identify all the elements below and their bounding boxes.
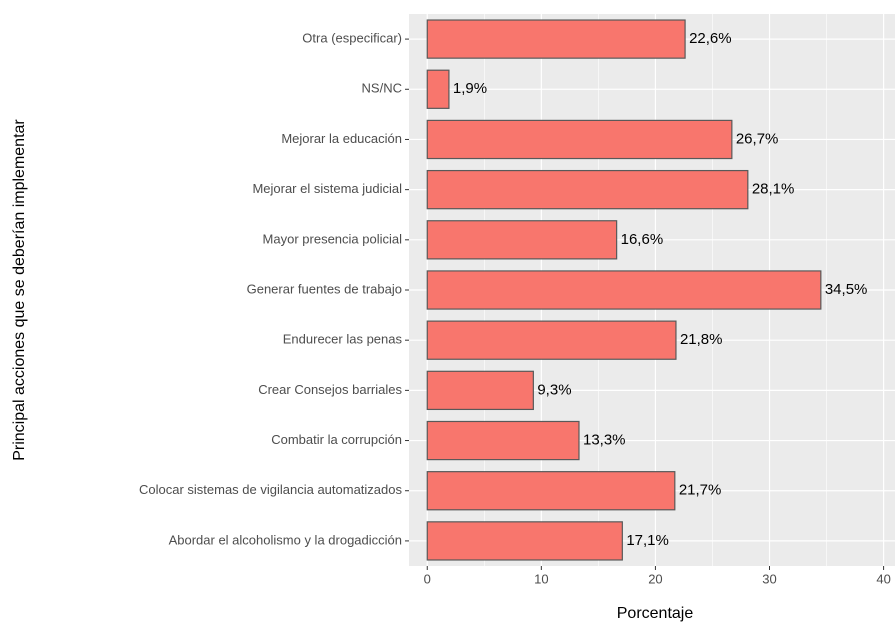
value-label: 9,3% [537,381,571,398]
value-label: 21,7% [679,482,722,499]
bar [426,270,822,310]
value-label: 22,6% [689,30,732,47]
value-label: 17,1% [626,532,669,549]
bar [426,521,623,561]
x-tick-label: 0 [424,571,431,586]
bar [426,19,686,59]
x-axis-title: Porcentaje [617,605,694,622]
bar [426,119,733,160]
bar [426,220,618,260]
value-label: 34,5% [825,281,868,298]
bar [426,420,580,461]
bar [426,471,676,511]
value-label: 28,1% [752,181,795,198]
value-label: 13,3% [583,432,626,449]
y-tick-label: Mejorar la educación [281,131,402,146]
y-tick-label: Endurecer las penas [283,332,403,347]
bar [426,169,749,210]
value-label: 21,8% [680,331,723,348]
x-tick-label: 30 [762,571,776,586]
y-tick-label: Combatir la corrupción [271,432,402,447]
y-tick-label: NS/NC [362,81,402,96]
y-tick-label: Crear Consejos barriales [258,382,402,397]
y-tick-label: Otra (especificar) [302,31,402,46]
x-tick-label: 10 [534,571,548,586]
x-tick-label: 40 [876,571,890,586]
y-tick-label: Generar fuentes de trabajo [247,281,402,296]
value-label: 1,9% [453,80,487,97]
y-tick-label: Mejorar el sistema judicial [252,181,402,196]
y-axis-title: Principal acciones que se deberían imple… [11,119,28,461]
bar [426,370,534,411]
bar [426,320,677,360]
value-label: 16,6% [621,231,664,248]
y-tick-label: Colocar sistemas de vigilancia automatiz… [139,482,403,497]
y-tick-label: Mayor presencia policial [263,231,403,246]
x-tick-label: 20 [648,571,662,586]
bar [426,69,450,109]
y-tick-label: Abordar el alcoholismo y la drogadicción [169,532,402,547]
value-label: 26,7% [736,130,779,147]
